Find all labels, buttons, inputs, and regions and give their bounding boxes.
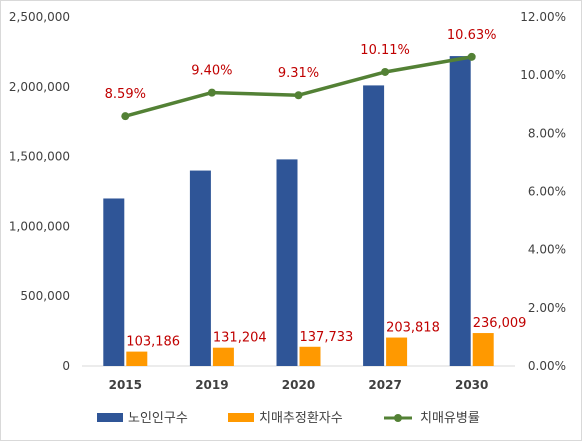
legend-swatch-dementia-patients bbox=[228, 413, 254, 422]
bar-data-label: 137,733 bbox=[300, 330, 354, 345]
y-right-tick-label: 12.00% bbox=[520, 10, 566, 24]
legend-label: 치매유병률 bbox=[420, 411, 480, 426]
line-data-label: 9.40% bbox=[191, 64, 232, 79]
line-point bbox=[294, 91, 303, 100]
bar-elderly-population bbox=[363, 85, 385, 367]
line-point bbox=[121, 112, 130, 121]
x-tick-label: 2027 bbox=[368, 378, 401, 392]
line-data-label: 9.31% bbox=[278, 66, 319, 81]
bar-dementia-patients bbox=[472, 333, 494, 366]
bar-elderly-population bbox=[449, 56, 471, 366]
bar-dementia-patients bbox=[212, 347, 234, 366]
bar-elderly-population bbox=[276, 159, 298, 366]
bar-data-label: 203,818 bbox=[386, 321, 440, 336]
legend-label: 노인인구수 bbox=[128, 411, 188, 426]
line-data-label: 8.59% bbox=[105, 87, 146, 102]
line-point bbox=[381, 67, 390, 76]
legend-marker bbox=[394, 414, 402, 422]
bar-data-label: 131,204 bbox=[213, 331, 267, 346]
line-data-label: 10.11% bbox=[360, 43, 410, 58]
y-right-tick-label: 8.00% bbox=[528, 126, 566, 140]
line-point bbox=[467, 52, 476, 61]
y-right-tick-label: 6.00% bbox=[528, 185, 566, 199]
y-right-tick-label: 10.00% bbox=[520, 68, 566, 82]
bar-data-label: 103,186 bbox=[126, 335, 180, 350]
legend-label: 치매추정환자수 bbox=[259, 411, 343, 426]
y-left-tick-label: 1,500,000 bbox=[9, 150, 70, 164]
bar-elderly-population bbox=[103, 198, 125, 366]
line-data-label: 10.63% bbox=[447, 28, 497, 43]
legend-swatch-elderly-population bbox=[97, 413, 123, 422]
x-tick-label: 2019 bbox=[195, 378, 228, 392]
bar-data-label: 236,009 bbox=[473, 316, 527, 331]
y-left-tick-label: 0 bbox=[62, 359, 70, 373]
y-left-tick-label: 2,500,000 bbox=[9, 10, 70, 24]
bar-dementia-patients bbox=[126, 351, 148, 366]
y-right-tick-label: 2.00% bbox=[528, 301, 566, 315]
x-tick-label: 2030 bbox=[455, 378, 488, 392]
x-tick-label: 2015 bbox=[109, 378, 142, 392]
y-left-tick-label: 2,000,000 bbox=[9, 80, 70, 94]
y-left-tick-label: 1,000,000 bbox=[9, 219, 70, 233]
x-tick-label: 2020 bbox=[282, 378, 315, 392]
y-right-tick-label: 4.00% bbox=[528, 243, 566, 257]
bar-dementia-patients bbox=[299, 346, 321, 366]
y-right-tick-label: 0.00% bbox=[528, 359, 566, 373]
bar-dementia-patients bbox=[386, 337, 408, 366]
y-left-tick-label: 500,000 bbox=[20, 289, 70, 303]
bar-elderly-population bbox=[189, 170, 211, 366]
line-point bbox=[207, 88, 216, 97]
